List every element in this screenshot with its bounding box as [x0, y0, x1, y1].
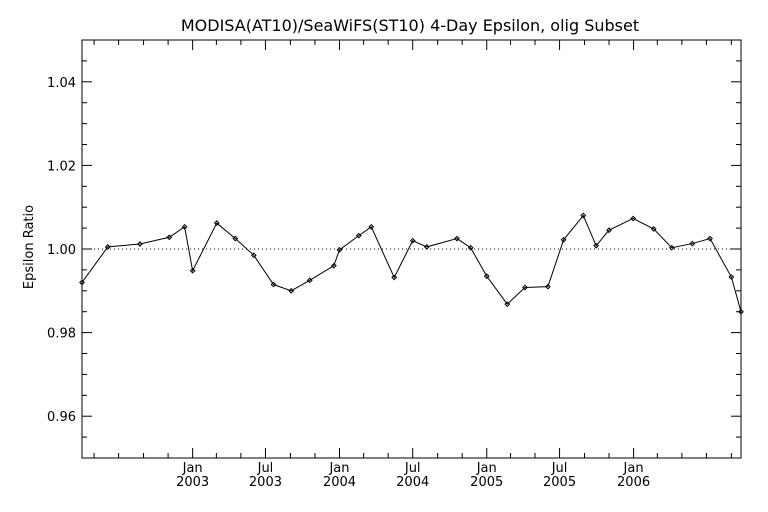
data-point	[728, 274, 735, 280]
y-tick-label: 1.04	[47, 76, 76, 91]
series-line	[81, 214, 742, 312]
data-point	[606, 227, 612, 234]
data-point	[580, 212, 587, 219]
data-point	[213, 220, 220, 226]
data-point	[250, 252, 257, 259]
data-point	[391, 274, 398, 281]
data-point	[544, 283, 551, 290]
x-tick-label-year: 2003	[176, 475, 209, 490]
x-tick-label-month: Jan	[328, 461, 349, 476]
chart-title: MODISA(AT10)/SeaWiFS(ST10) 4-Day Epsilon…	[181, 16, 639, 35]
data-point	[738, 308, 744, 315]
data-point	[166, 234, 173, 241]
data-point	[368, 223, 375, 230]
data-point	[467, 244, 474, 251]
data-point	[650, 226, 657, 232]
x-tick-label-month: Jul	[551, 461, 568, 476]
x-tick-label-year: 2004	[396, 475, 429, 490]
x-tick-label-year: 2006	[617, 475, 650, 490]
data-point	[189, 267, 196, 274]
x-tick-label-month: Jan	[476, 461, 497, 476]
data-point	[330, 262, 337, 269]
data-point	[336, 246, 343, 253]
data-point	[454, 235, 460, 242]
y-tick-label: 0.96	[47, 410, 76, 425]
data-point	[355, 232, 362, 239]
x-tick-label-year: 2003	[249, 475, 282, 490]
data-point	[137, 241, 143, 247]
data-markers	[79, 212, 744, 315]
y-tick-label: 1.02	[47, 159, 76, 174]
data-point	[181, 223, 188, 230]
data-point	[689, 240, 696, 247]
data-point	[79, 279, 85, 286]
y-tick-label: 1.00	[47, 243, 76, 258]
data-point	[560, 236, 567, 243]
data-point	[104, 244, 111, 250]
x-tick-label-year: 2005	[470, 475, 503, 490]
data-point	[423, 244, 430, 250]
data-point	[409, 237, 416, 244]
data-point	[504, 301, 511, 308]
x-tick-label-month: Jul	[404, 461, 421, 476]
data-point	[668, 244, 675, 251]
data-point	[522, 284, 528, 291]
data-point	[288, 287, 295, 294]
x-tick-label-month: Jul	[257, 461, 274, 476]
x-tick-label-year: 2004	[323, 475, 356, 490]
x-tick-label-month: Jan	[623, 461, 644, 476]
data-point	[270, 281, 277, 288]
data-point	[232, 235, 239, 242]
data-point	[707, 235, 713, 242]
data-point	[306, 277, 313, 284]
y-axis: 0.96 0.98 1.00 1.02 1.04	[47, 60, 741, 438]
data-point	[630, 215, 637, 222]
x-axis: Jan2003Jul2003Jan2004Jul2004Jan2005Jul20…	[93, 40, 732, 490]
x-tick-label-month: Jan	[182, 461, 203, 476]
y-tick-label: 0.98	[47, 327, 76, 342]
y-axis-label: Epsilon Ratio	[22, 205, 37, 289]
x-tick-label-year: 2005	[543, 475, 576, 490]
data-point	[483, 273, 490, 280]
data-point	[593, 242, 600, 249]
